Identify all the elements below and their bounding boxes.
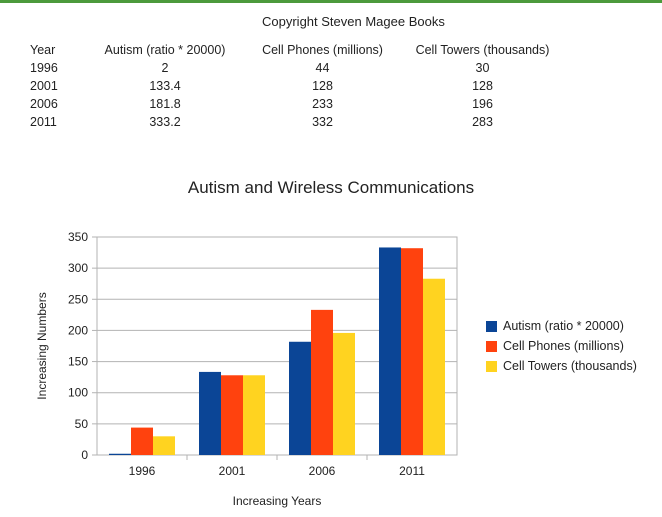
table-row: 2001 133.4 128 128 bbox=[30, 77, 565, 95]
table-cell: 2 bbox=[161, 61, 169, 75]
x-axis-label: Increasing Years bbox=[233, 494, 322, 508]
bar-cell-2011 bbox=[423, 278, 445, 455]
table-cell: 333.2 bbox=[149, 115, 181, 129]
table-cell: 233 bbox=[312, 97, 333, 111]
x-tick-label: 2011 bbox=[399, 464, 425, 478]
legend-swatch-cell-phones bbox=[486, 340, 497, 352]
y-tick-label: 150 bbox=[68, 355, 88, 369]
legend-item-autism: Autism (ratio * 20000) bbox=[486, 316, 637, 336]
bar-cell-2001 bbox=[243, 375, 265, 455]
table-cell: 128 bbox=[312, 79, 333, 93]
legend-swatch-autism bbox=[486, 320, 497, 332]
copyright-text: Copyright Steven Magee Books bbox=[262, 14, 445, 29]
column-header-cell-towers: Cell Towers (thousands) bbox=[415, 43, 550, 57]
table-row: 1996 2 44 30 bbox=[30, 59, 565, 77]
table-cell: 1996 bbox=[30, 61, 58, 75]
table-cell: 2006 bbox=[30, 97, 58, 111]
y-tick-label: 200 bbox=[68, 323, 88, 337]
top-border-line bbox=[0, 0, 662, 3]
table-cell: 133.4 bbox=[149, 79, 181, 93]
table-cell: 332 bbox=[312, 115, 333, 129]
column-header-year: Year bbox=[30, 43, 56, 57]
y-tick-label: 250 bbox=[68, 292, 88, 306]
legend-label-cell-towers: Cell Towers (thousands) bbox=[503, 359, 637, 373]
table-row: 2006 181.8 233 196 bbox=[30, 95, 565, 113]
table-row: 2011 333.2 332 283 bbox=[30, 113, 565, 131]
x-tick-label: 1996 bbox=[129, 464, 156, 478]
x-tick-label: 2001 bbox=[219, 464, 246, 478]
legend-label-cell-phones: Cell Phones (millions) bbox=[503, 339, 624, 353]
bar-autism-1996 bbox=[109, 453, 131, 455]
table-cell: 181.8 bbox=[149, 97, 181, 111]
legend-swatch-cell-towers bbox=[486, 360, 497, 372]
bar-autism-2006 bbox=[289, 341, 311, 455]
table-cell: 283 bbox=[472, 115, 493, 129]
bar-autism-2011 bbox=[379, 247, 401, 455]
chart-legend: Autism (ratio * 20000) Cell Phones (mill… bbox=[486, 316, 637, 376]
table-cell: 196 bbox=[472, 97, 493, 111]
bar-cell-2006 bbox=[311, 309, 333, 455]
legend-label-autism: Autism (ratio * 20000) bbox=[503, 319, 624, 333]
bar-cell-2011 bbox=[401, 248, 423, 455]
y-tick-label: 300 bbox=[68, 261, 88, 275]
table-header-row: Year Autism (ratio * 20000) Cell Phones … bbox=[30, 41, 565, 59]
table-cell: 2001 bbox=[30, 79, 58, 93]
table-cell: 30 bbox=[475, 61, 490, 75]
column-header-autism: Autism (ratio * 20000) bbox=[104, 43, 226, 57]
y-tick-label: 50 bbox=[75, 417, 89, 431]
bar-cell-2001 bbox=[221, 375, 243, 455]
data-table: Year Autism (ratio * 20000) Cell Phones … bbox=[30, 41, 565, 131]
chart-title: Autism and Wireless Communications bbox=[187, 178, 475, 197]
x-tick-label: 2006 bbox=[309, 464, 336, 478]
legend-item-cell-phones: Cell Phones (millions) bbox=[486, 336, 637, 356]
legend-item-cell-towers: Cell Towers (thousands) bbox=[486, 356, 637, 376]
table-cell: 44 bbox=[315, 61, 330, 75]
table-cell: 2011 bbox=[30, 115, 57, 129]
y-tick-label: 350 bbox=[68, 230, 88, 244]
column-header-cell-phones: Cell Phones (millions) bbox=[262, 43, 383, 57]
bar-cell-2006 bbox=[333, 332, 355, 455]
y-axis-label: Increasing Numbers bbox=[35, 292, 49, 399]
y-tick-label: 0 bbox=[81, 448, 88, 462]
bar-cell-1996 bbox=[153, 436, 175, 455]
bar-cell-1996 bbox=[131, 427, 153, 455]
bar-autism-2001 bbox=[199, 371, 221, 455]
table-cell: 128 bbox=[472, 79, 493, 93]
y-tick-label: 100 bbox=[68, 386, 88, 400]
